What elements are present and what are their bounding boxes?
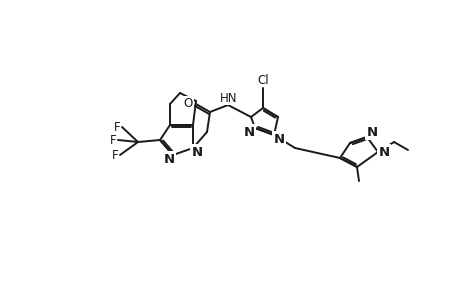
- Text: F: F: [112, 148, 118, 161]
- Text: F: F: [113, 121, 120, 134]
- Text: Cl: Cl: [257, 74, 268, 86]
- Text: N: N: [163, 152, 174, 166]
- Text: O: O: [183, 97, 192, 110]
- Text: N: N: [243, 125, 254, 139]
- Text: N: N: [378, 146, 389, 158]
- Text: N: N: [366, 125, 377, 139]
- Text: HN: HN: [220, 92, 237, 104]
- Text: F: F: [109, 134, 116, 146]
- Text: N: N: [273, 133, 284, 146]
- Text: N: N: [191, 146, 202, 158]
